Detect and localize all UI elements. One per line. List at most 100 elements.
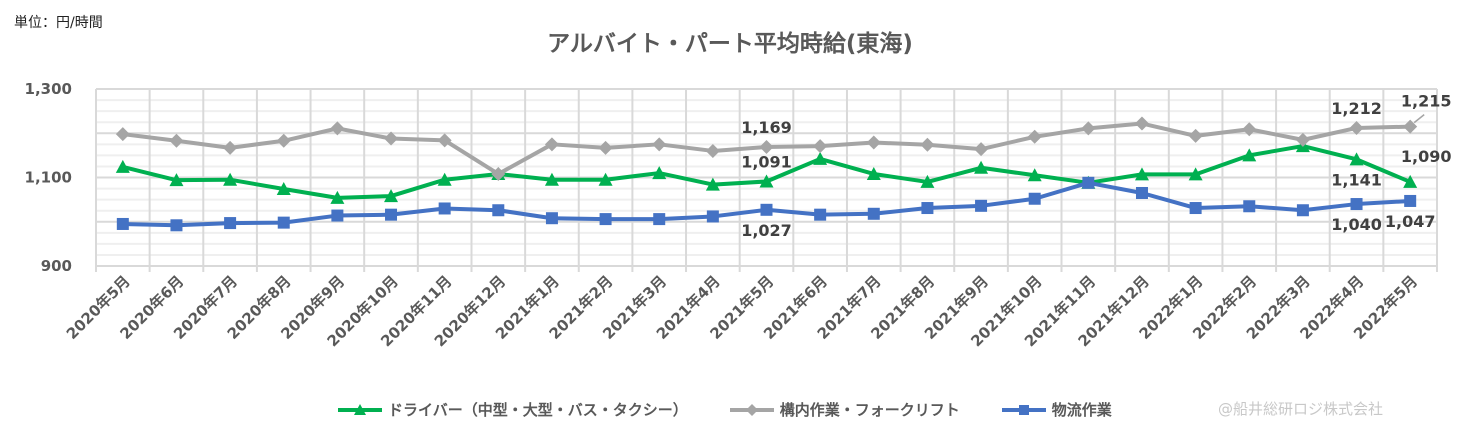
data-point-triangle	[866, 166, 881, 180]
data-point-square	[170, 219, 183, 232]
data-point-square	[1028, 192, 1041, 205]
data-point-diamond	[1188, 128, 1203, 143]
legend-marker-triangle-icon	[338, 403, 382, 415]
data-point-diamond	[491, 166, 506, 181]
data-point-triangle	[1188, 167, 1203, 181]
data-point-triangle	[598, 172, 613, 186]
legend-marker-square-icon	[1001, 404, 1046, 415]
data-point-square	[1082, 176, 1095, 189]
data-point-triangle	[223, 172, 238, 186]
data-point-diamond	[1081, 121, 1096, 136]
data-point-square	[975, 199, 988, 212]
data-point-triangle	[115, 159, 130, 173]
data-point-square	[1404, 194, 1417, 207]
chart-title: アルバイト・パート平均時給(東海)	[547, 31, 913, 57]
data-point-triangle	[974, 160, 989, 174]
data-point-diamond	[276, 133, 291, 148]
data-label: 1,091	[741, 152, 792, 171]
data-point-triangle	[1403, 174, 1418, 188]
data-point-diamond	[223, 140, 238, 155]
legend-marker-diamond-icon	[729, 403, 774, 416]
data-label: 1,090	[1401, 147, 1452, 166]
watermark: @船井総研ロジ株式会社	[1218, 400, 1384, 418]
data-point-diamond	[598, 140, 613, 155]
legend-label: 物流作業	[1051, 401, 1112, 419]
data-label: 1,040	[1331, 215, 1382, 234]
label-leader-line	[1413, 114, 1425, 124]
data-point-diamond	[437, 133, 452, 148]
data-point-square	[331, 209, 344, 222]
data-point-square	[1243, 200, 1256, 213]
data-point-square	[867, 207, 880, 220]
data-label: 1,212	[1331, 99, 1382, 118]
data-point-triangle	[544, 172, 559, 186]
data-point-square	[921, 202, 934, 215]
data-point-square	[1350, 198, 1363, 211]
unit-label: 単位：円/時間	[14, 15, 103, 31]
data-point-triangle	[1134, 167, 1149, 181]
data-label: 1,169	[741, 118, 792, 137]
data-point-triangle	[330, 190, 345, 204]
data-point-square	[1135, 186, 1148, 199]
y-tick-label: 1,300	[25, 80, 72, 98]
data-point-triangle	[813, 151, 828, 165]
data-point-triangle	[759, 174, 774, 188]
data-point-diamond	[384, 131, 399, 146]
legend-item-driver: ドライバー（中型・大型・バス・タクシー）	[336, 399, 688, 420]
data-point-triangle	[1349, 152, 1364, 166]
legend-label: 構内作業・フォークリフト	[779, 401, 960, 419]
data-point-square	[706, 210, 719, 223]
data-point-triangle	[705, 177, 720, 191]
data-point-diamond	[759, 139, 774, 154]
data-label: 1,141	[1331, 170, 1382, 189]
data-point-square	[116, 217, 129, 230]
data-point-square	[545, 212, 558, 225]
data-point-square	[760, 203, 773, 216]
data-point-diamond	[1134, 116, 1149, 131]
data-point-triangle	[437, 172, 452, 186]
data-point-diamond	[652, 137, 667, 152]
data-point-diamond	[1242, 122, 1257, 137]
legend-label: ドライバー（中型・大型・バス・タクシー）	[388, 401, 688, 419]
data-point-diamond	[544, 137, 559, 152]
data-point-diamond	[1027, 129, 1042, 144]
data-point-square	[224, 217, 237, 230]
series-2	[116, 176, 1417, 232]
data-point-square	[1296, 204, 1309, 217]
data-point-square	[277, 216, 290, 229]
series-1	[115, 116, 1418, 181]
data-point-square	[385, 208, 398, 221]
data-point-triangle	[1242, 148, 1257, 162]
data-point-diamond	[705, 143, 720, 158]
data-point-diamond	[974, 142, 989, 157]
data-point-diamond	[330, 121, 345, 136]
data-point-square	[814, 208, 827, 221]
data-label: 1,047	[1385, 212, 1436, 231]
data-point-diamond	[920, 137, 935, 152]
y-tick-label: 900	[41, 257, 72, 275]
data-point-triangle	[276, 182, 291, 196]
data-label: 1,027	[741, 221, 792, 240]
data-point-square	[653, 213, 666, 226]
data-point-diamond	[813, 139, 828, 154]
legend-item-logistics: 物流作業	[1000, 399, 1112, 420]
data-point-diamond	[1403, 119, 1418, 134]
data-label: 1,215	[1401, 92, 1452, 111]
data-point-square	[492, 204, 505, 217]
data-point-diamond	[1349, 120, 1364, 135]
data-point-diamond	[115, 127, 130, 142]
y-tick-label: 1,100	[25, 169, 72, 187]
data-point-square	[438, 202, 451, 215]
data-point-triangle	[384, 189, 399, 203]
legend-item-forklift: 構内作業・フォークリフト	[728, 399, 960, 420]
data-point-triangle	[652, 166, 667, 180]
data-point-diamond	[169, 133, 184, 148]
data-point-square	[1189, 202, 1202, 215]
data-point-triangle	[1027, 168, 1042, 182]
data-point-square	[599, 213, 612, 226]
data-point-diamond	[1295, 132, 1310, 147]
data-point-diamond	[866, 135, 881, 150]
data-point-triangle	[169, 173, 184, 187]
data-point-triangle	[920, 174, 935, 188]
